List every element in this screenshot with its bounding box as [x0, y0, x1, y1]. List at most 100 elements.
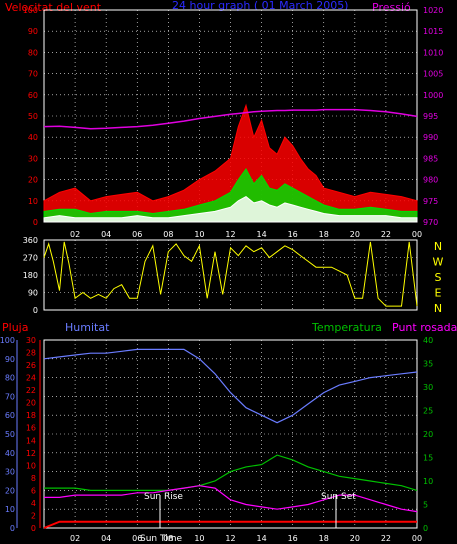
temperature-label: Temperatura [311, 321, 382, 334]
environment-hour-tick-label: 02 [70, 534, 80, 543]
rain-tick-label: 12 [26, 449, 36, 458]
wind-hour-tick-label: 02 [70, 230, 80, 239]
graph-title: 24 hour graph ( 01 March 2005) [172, 0, 348, 12]
pressure-tick-label: 1005 [423, 70, 443, 79]
humidity-tick-label: 50 [5, 430, 15, 439]
humidity-tick-label: 100 [0, 336, 15, 345]
wind-speed-tick-label: 40 [28, 133, 38, 142]
direction-series [43, 241, 418, 307]
humidity-tick-label: 10 [5, 505, 15, 514]
wind-low-area [43, 196, 418, 223]
direction-tick-label: 180 [23, 271, 38, 280]
dewpoint-line [44, 485, 418, 513]
environment-series [43, 348, 418, 529]
wind-hour-tick-label: 08 [163, 230, 173, 239]
wind-series [43, 103, 418, 223]
direction-tick-label: 270 [23, 254, 38, 263]
pressure-tick-label: 1010 [423, 48, 443, 57]
humidity-tick-label: 80 [5, 374, 15, 383]
temperature-tick-label: 20 [423, 430, 433, 439]
temperature-tick-label: 35 [423, 360, 433, 369]
direction-axis: 360 270 180 90 0 [23, 236, 38, 315]
temperature-tick-label: 40 [423, 336, 433, 345]
wind-hour-tick-label: 16 [288, 230, 298, 239]
rain-tick-label: 0 [31, 524, 36, 533]
wind-speed-tick-label: 70 [28, 70, 38, 79]
humidity-tick-label: 20 [5, 486, 15, 495]
wind-speed-tick-label: 30 [28, 154, 38, 163]
environment-panel-grid [16, 339, 418, 529]
direction-tick-label: 0 [33, 306, 38, 315]
pressure-tick-label: 990 [423, 133, 438, 142]
humidity-tick-label: 0 [10, 524, 15, 533]
pressure-tick-label: 1020 [423, 6, 443, 15]
environment-hour-tick-label: 22 [381, 534, 391, 543]
wind-hour-tick-label: 20 [350, 230, 360, 239]
sun-markers: Sun Rise Sun Set Sun Time [140, 492, 356, 544]
pressure-tick-label: 995 [423, 112, 438, 121]
compass-letter: S [435, 271, 442, 284]
rain-tick-label: 26 [26, 361, 36, 370]
wind-direction-line [43, 241, 418, 307]
wind-hour-tick-label: 06 [132, 230, 142, 239]
wind-hour-tick-label: 04 [101, 230, 111, 239]
rain-tick-label: 16 [26, 424, 36, 433]
direction-tick-label: 90 [28, 289, 38, 298]
sun-set-label: Sun Set [321, 492, 356, 502]
temperature-tick-label: 10 [423, 477, 433, 486]
dewpoint-label: Punt rosada [392, 321, 457, 334]
environment-hour-tick-label: 20 [350, 534, 360, 543]
pressure-tick-label: 975 [423, 197, 438, 206]
rain-tick-label: 14 [26, 436, 36, 445]
wind-hour-tick-label: 22 [381, 230, 391, 239]
pressure-tick-label: 980 [423, 176, 438, 185]
wind-speed-tick-label: 0 [33, 218, 38, 227]
wind-hour-tick-label: 14 [256, 230, 266, 239]
environment-hour-tick-label: 12 [225, 534, 235, 543]
temperature-tick-label: 5 [423, 501, 428, 510]
rain-tick-label: 2 [31, 511, 36, 520]
temperature-tick-label: 0 [423, 524, 428, 533]
wind-speed-tick-label: 10 [28, 197, 38, 206]
wind-average-area [43, 168, 418, 223]
rain-tick-label: 22 [26, 386, 36, 395]
rain-tick-label: 30 [26, 336, 36, 345]
rain-tick-label: 18 [26, 411, 36, 420]
rain-tick-label: 24 [26, 374, 36, 383]
wind-hour-tick-label: 18 [319, 230, 329, 239]
wind-speed-title: Velocitat del vent [5, 1, 102, 14]
environment-hour-tick-label: 06 [132, 534, 142, 543]
humidity-tick-label: 60 [5, 411, 15, 420]
environment-hour-axis: 02 04 06 08 10 12 14 16 18 20 22 00 [70, 534, 422, 543]
wind-speed-tick-label: 100 [23, 6, 38, 15]
temperature-line [44, 454, 418, 491]
wind-speed-tick-label: 80 [28, 48, 38, 57]
humidity-tick-label: 90 [5, 355, 15, 364]
pressure-line [43, 108, 418, 130]
temperature-tick-label: 25 [423, 407, 433, 416]
rain-tick-label: 8 [31, 474, 36, 483]
temperature-tick-label: 15 [423, 454, 433, 463]
pressure-tick-label: 985 [423, 154, 438, 163]
wind-gust-area [43, 103, 418, 223]
wind-hour-tick-label: 12 [225, 230, 235, 239]
wind-speed-tick-label: 50 [28, 112, 38, 121]
compass-letter: N [434, 302, 442, 315]
wind-hour-tick-label: 00 [412, 230, 422, 239]
direction-tick-label: 360 [23, 236, 38, 245]
wind-speed-tick-label: 90 [28, 27, 38, 36]
rain-line [43, 520, 417, 529]
pressure-tick-label: 970 [423, 218, 438, 227]
rain-tick-label: 20 [26, 399, 36, 408]
sun-rise-label: Sun Rise [144, 492, 183, 502]
environment-hour-tick-label: 08 [163, 534, 173, 543]
environment-hour-tick-label: 10 [194, 534, 204, 543]
humidity-tick-label: 30 [5, 468, 15, 477]
humidity-tick-label: 40 [5, 449, 15, 458]
